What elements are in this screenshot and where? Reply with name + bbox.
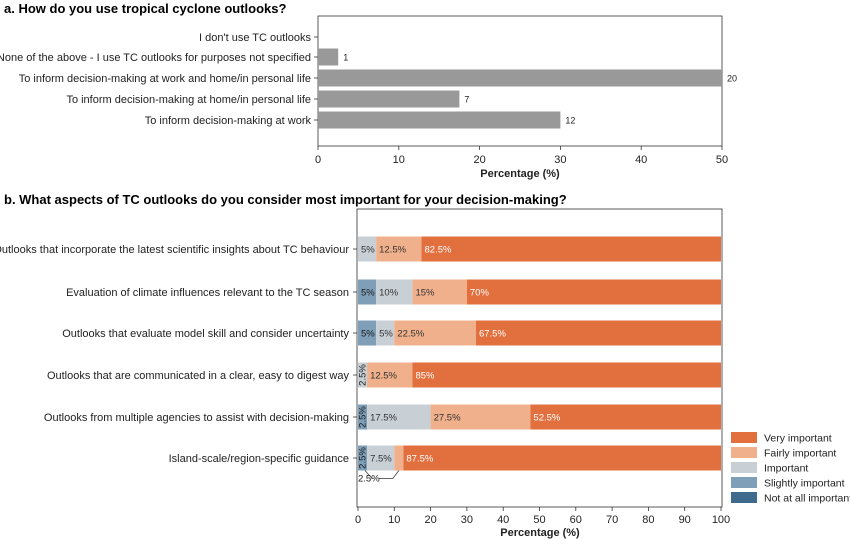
panel-b-segment-label: 10% <box>379 288 399 299</box>
legend-swatch <box>731 462 757 473</box>
panel-b-bar-segment <box>475 320 721 346</box>
panel-b-bar-segment <box>358 445 368 471</box>
panel-a-x-tick-label: 0 <box>315 154 321 166</box>
panel-b-category-label: Evaluation of climate influences relevan… <box>66 287 349 299</box>
panel-a-x-tick-label: 50 <box>716 154 728 166</box>
panel-b-segment-label: 7.5% <box>370 454 392 465</box>
panel-b-bar-segment <box>430 404 531 430</box>
panel-b-segment-label: 5% <box>361 329 375 340</box>
panel-a-category-label: To inform decision-making at work and ho… <box>19 73 311 85</box>
panel-a-x-tick-label: 40 <box>635 154 647 166</box>
panel-b-segment-label: 5% <box>379 329 393 340</box>
panel-b-x-tick-label: 20 <box>424 514 436 526</box>
panel-b-x-tick-label: 0 <box>355 514 361 526</box>
panel-b-segment-label: 52.5% <box>533 413 560 424</box>
panel-b-bar-segment <box>367 404 431 430</box>
panel-b-bar-segment <box>412 279 467 305</box>
panel-b: b. What aspects of TC outlooks do you co… <box>0 192 850 539</box>
panel-a-category-label: None of the above - I use TC outlooks fo… <box>0 52 311 64</box>
panel-b-bar-segment <box>367 445 395 471</box>
panel-b-segment-label: 27.5% <box>434 413 461 424</box>
panel-b-callout-label: 2.5% <box>358 474 380 485</box>
panel-a-bar <box>318 48 339 66</box>
panel-b-x-tick-label: 40 <box>497 514 509 526</box>
panel-a: a. How do you use tropical cyclone outlo… <box>0 1 737 180</box>
panel-b-segment-label: 85% <box>415 371 435 382</box>
panel-b-bar-segment <box>358 279 377 305</box>
panel-b-title: b. What aspects of TC outlooks do you co… <box>4 192 567 207</box>
panel-b-x-tick-label: 60 <box>570 514 582 526</box>
panel-b-bar-segment <box>376 320 395 346</box>
panel-a-bar-value: 20 <box>727 74 737 84</box>
panel-b-bar-segment <box>358 320 377 346</box>
legend-swatch <box>731 447 757 458</box>
panel-b-x-tick-label: 80 <box>642 514 654 526</box>
panel-a-bar-value: 7 <box>464 95 469 105</box>
panel-b-bar-segment <box>367 362 413 388</box>
panel-b-segment-label: 5% <box>361 288 375 299</box>
panel-b-bar-segment <box>403 445 721 471</box>
panel-b-callout-leader <box>378 470 400 479</box>
panel-b-bar-segment <box>358 404 368 430</box>
panel-a-title: a. How do you use tropical cyclone outlo… <box>4 1 286 16</box>
panel-b-bar-segment <box>376 279 413 305</box>
legend-swatch <box>731 432 757 443</box>
panel-b-x-tick-label: 50 <box>533 514 545 526</box>
panel-a-category-label: To inform decision-making at work <box>145 115 312 127</box>
panel-a-bar <box>318 111 561 129</box>
panel-b-category-label: Outlooks that incorporate the latest sci… <box>0 244 349 256</box>
panel-b-x-tick-label: 100 <box>712 514 730 526</box>
panel-b-bar-segment <box>358 362 368 388</box>
panel-b-segment-label: 5% <box>361 245 375 256</box>
panel-a-x-tick-label: 30 <box>554 154 566 166</box>
panel-b-x-tick-label: 30 <box>461 514 473 526</box>
legend-label: Slightly important <box>764 478 845 490</box>
panel-b-segment-label: 22.5% <box>397 329 424 340</box>
panel-b-segment-label: 17.5% <box>370 413 397 424</box>
panel-b-callout-leader <box>364 470 373 479</box>
panel-a-bar-value: 12 <box>565 116 575 126</box>
legend-label: Fairly important <box>764 448 836 460</box>
panel-b-x-tick-label: 10 <box>388 514 400 526</box>
panel-b-segment-label: 2.5% <box>358 406 369 428</box>
panel-a-bar <box>318 90 460 108</box>
panel-b-segment-label: 12.5% <box>379 245 406 256</box>
panel-b-bar-segment <box>412 362 721 388</box>
panel-b-category-label: Outlooks that evaluate model skill and c… <box>62 328 349 340</box>
legend-label: Very important <box>764 433 832 445</box>
legend-label: Not at all important <box>764 493 850 505</box>
panel-b-x-tick-label: 70 <box>606 514 618 526</box>
panel-b-segment-label: 87.5% <box>406 454 433 465</box>
panel-b-bar-segment <box>421 236 721 262</box>
panel-b-bar-segment <box>394 320 476 346</box>
panel-b-segment-label: 67.5% <box>479 329 506 340</box>
legend-swatch <box>731 477 757 488</box>
panel-a-x-tick-label: 20 <box>473 154 485 166</box>
panel-b-category-label: Outlooks that are communicated in a clea… <box>47 370 350 382</box>
legend-label: Important <box>764 463 808 475</box>
panel-b-bar-segment <box>466 279 721 305</box>
panel-b-category-label: Outlooks from multiple agencies to assis… <box>44 412 349 424</box>
panel-b-bar-segment <box>530 404 721 430</box>
panel-b-bar-segment <box>358 236 377 262</box>
panel-b-segment-label: 15% <box>415 288 435 299</box>
panel-b-segment-label: 82.5% <box>425 245 452 256</box>
panel-a-x-tick-label: 10 <box>393 154 405 166</box>
legend-swatch <box>731 492 757 503</box>
panel-b-segment-label: 12.5% <box>370 371 397 382</box>
panel-b-x-tick-label: 90 <box>679 514 691 526</box>
panel-a-x-axis-title: Percentage (%) <box>480 168 560 180</box>
panel-b-bar-segment <box>394 445 404 471</box>
panel-b-segment-label: 2.5% <box>358 364 369 386</box>
panel-b-category-label: Island-scale/region-specific guidance <box>169 453 349 465</box>
panel-b-segment-label: 2.5% <box>358 447 369 469</box>
panel-b-x-axis-title: Percentage (%) <box>500 527 580 539</box>
panel-a-bar-value: 1 <box>343 53 348 63</box>
panel-a-category-label: To inform decision-making at home/in per… <box>66 94 311 106</box>
panel-b-segment-label: 70% <box>470 288 490 299</box>
panel-a-bar <box>318 69 722 87</box>
panel-b-bar-segment <box>376 236 422 262</box>
panel-a-category-label: I don't use TC outlooks <box>199 32 311 44</box>
